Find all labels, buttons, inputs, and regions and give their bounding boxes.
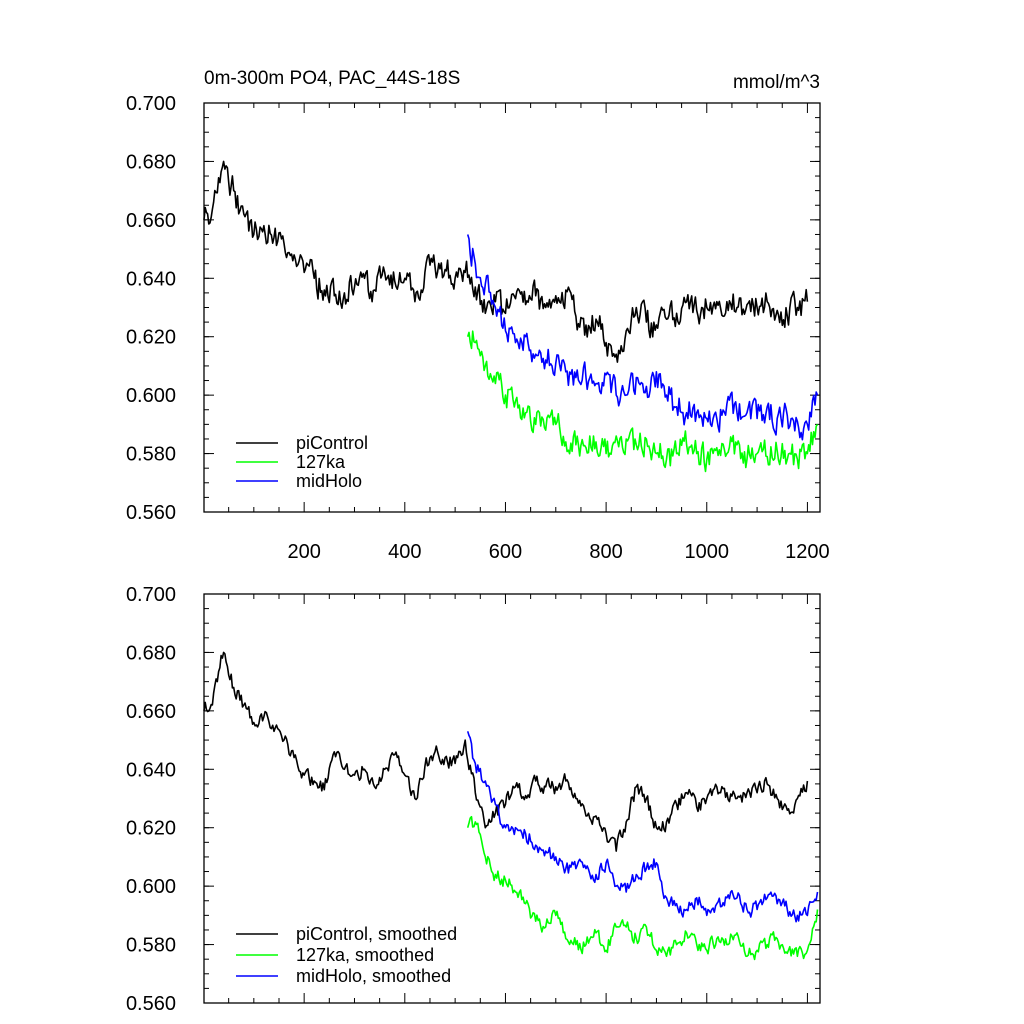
bottom-y-tick-label: 0.700 <box>126 584 176 606</box>
chart-title: 0m-300m PO4, PAC_44S-18S <box>204 68 460 89</box>
bottom-y-tick-label: 0.560 <box>126 993 176 1015</box>
top-y-tick-labels: 0.560 0.580 0.600 0.620 0.640 0.660 0.680 0.700 <box>126 93 176 524</box>
bottom-series-line-picontrol-smoothed <box>203 651 809 852</box>
top-y-tick-label: 0.600 <box>126 385 176 407</box>
top-y-tick-label: 0.660 <box>126 210 176 232</box>
bottom-y-tick-labels: 0.560 0.580 0.600 0.620 0.640 0.660 0.680 0.700 <box>126 584 176 1015</box>
top-x-tick-label: 1000 <box>685 541 730 563</box>
top-legend-label-midholo: midHolo <box>296 471 362 491</box>
top-series-line-picontrol <box>203 160 809 363</box>
bottom-legend-label-127ka-smoothed: 127ka, smoothed <box>296 945 434 965</box>
bottom-legend-label-midholo-smoothed: midHolo, smoothed <box>296 966 451 986</box>
bottom-y-tick-label: 0.620 <box>126 818 176 840</box>
top-x-tick-labels: 200 400 600 800 1000 1200 <box>287 541 829 563</box>
top-x-tick-label: 800 <box>589 541 622 563</box>
top-y-tick-label: 0.640 <box>126 268 176 290</box>
bottom-y-tick-label: 0.580 <box>126 935 176 957</box>
top-y-tick-label: 0.700 <box>126 93 176 115</box>
bottom-y-tick-label: 0.660 <box>126 701 176 723</box>
bottom-panel: 0.560 0.580 0.600 0.620 0.640 0.660 0.680 0.700… <box>126 584 821 1015</box>
top-y-tick-label: 0.680 <box>126 151 176 173</box>
bottom-y-tick-label: 0.640 <box>126 759 176 781</box>
top-x-tick-label: 600 <box>489 541 522 563</box>
top-panel: 0.560 0.580 0.600 0.620 0.640 0.660 0.680 0.700… <box>126 93 830 563</box>
top-x-tick-label: 400 <box>388 541 421 563</box>
top-series-line-midholo <box>466 234 819 441</box>
bottom-tick-marks <box>204 593 820 1004</box>
top-y-tick-label: 0.580 <box>126 444 176 466</box>
bottom-y-tick-label: 0.600 <box>126 876 176 898</box>
top-y-tick-label: 0.560 <box>126 502 176 524</box>
top-x-tick-label: 1200 <box>785 541 830 563</box>
bottom-series-line-midholo-smoothed <box>466 731 819 923</box>
top-tick-marks <box>204 102 820 513</box>
bottom-series-lines <box>203 651 819 961</box>
top-legend-label-picontrol: piControl <box>296 433 368 453</box>
bottom-series-line-127ka-smoothed <box>466 815 819 961</box>
top-series-line-127ka <box>466 330 819 473</box>
bottom-legend-label-picontrol-smoothed: piControl, smoothed <box>296 924 457 944</box>
top-x-tick-label: 200 <box>287 541 320 563</box>
top-y-tick-label: 0.620 <box>126 327 176 349</box>
top-legend-label-127ka: 127ka <box>296 452 346 472</box>
top-series-lines <box>203 160 819 473</box>
bottom-y-tick-label: 0.680 <box>126 642 176 664</box>
units-label: mmol/m^3 <box>733 72 820 93</box>
